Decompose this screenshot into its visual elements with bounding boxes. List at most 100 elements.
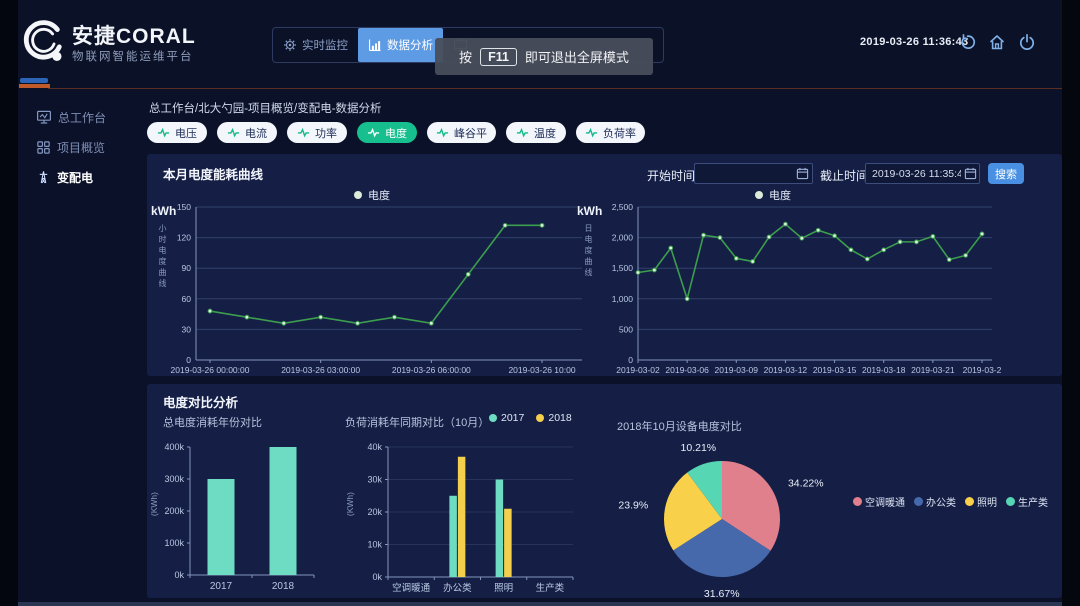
svg-text:40k: 40k: [367, 442, 382, 452]
load-yoy-title: 负荷消耗年同期对比（10月）: [345, 417, 490, 429]
legend-item[interactable]: 生产类: [1006, 494, 1048, 509]
svg-text:生产类: 生产类: [536, 582, 565, 594]
daily-energy-line-chart: 0 500 1,000 1,500 2,000 2,500 2019-03-02 2019-0…: [612, 202, 1002, 375]
svg-text:2019-03-26 00:00:00: 2019-03-26 00:00:00: [171, 365, 250, 375]
toast-text-before: 按: [459, 50, 473, 65]
series-dot-icon: [755, 191, 763, 199]
svg-text:0k: 0k: [372, 572, 382, 582]
calendar-icon[interactable]: [964, 167, 977, 180]
hourly-chart-unit: kWh: [151, 204, 177, 218]
nav-item-realtime-monitor[interactable]: 实时监控: [273, 28, 358, 62]
svg-text:2,500: 2,500: [612, 202, 634, 212]
svg-text:150: 150: [177, 202, 191, 212]
svg-text:120: 120: [177, 233, 191, 243]
energy-curves-panel: 本月电度能耗曲线 电度 kWh 小时电度曲线 0 30 60 90 120 150 2019…: [147, 154, 1062, 376]
coral-logo-icon: [20, 16, 66, 75]
header-datetime: 2019-03-26 11:36:43: [860, 36, 969, 48]
series-label: 电度: [368, 190, 390, 202]
legend-dot-icon: [536, 414, 545, 422]
back-icon[interactable]: [958, 33, 976, 51]
series-dot-icon: [354, 191, 362, 199]
pulse-icon: [297, 127, 310, 138]
tab-peak-valley[interactable]: 峰谷平: [427, 122, 496, 143]
legend-item[interactable]: 空调暖通: [853, 494, 905, 509]
hourly-chart-legend[interactable]: 电度: [354, 187, 390, 203]
sidebar-item-label: 总工作台: [58, 110, 107, 125]
svg-text:2019-03-09: 2019-03-09: [715, 365, 759, 375]
app-subtitle: 物联网智能运维平台: [72, 51, 194, 63]
pulse-icon: [516, 127, 529, 138]
svg-text:300k: 300k: [164, 474, 184, 484]
svg-text:10k: 10k: [367, 540, 382, 550]
legend-label: 空调暖通: [865, 498, 905, 509]
accent-bar-blue: [20, 78, 48, 83]
svg-text:100k: 100k: [164, 538, 184, 548]
tab-label: 电度: [385, 127, 407, 140]
load-yoy-grouped-bar-chart: 0k 10k 20k 30k 40k 空调暖通 办公类 照明 生产类: [367, 442, 574, 594]
legend-dot-icon: [1006, 497, 1015, 506]
svg-text:200k: 200k: [164, 506, 184, 516]
pulse-icon: [436, 127, 449, 138]
svg-text:2019-03-15: 2019-03-15: [813, 365, 857, 375]
svg-text:空调暖通: 空调暖通: [392, 582, 431, 594]
tab-label: 电压: [175, 127, 197, 140]
end-time-input[interactable]: [865, 163, 980, 184]
device-pie-title: 2018年10月设备电度对比: [617, 421, 742, 433]
search-button[interactable]: 搜索: [988, 163, 1024, 184]
category-tabs: 电压 电流 功率 电度 峰谷平 温度 负荷率: [147, 122, 645, 143]
toast-text-after: 即可退出全屏模式: [524, 50, 629, 65]
svg-text:2019-03-21: 2019-03-21: [911, 365, 955, 375]
legend-item[interactable]: 2017: [489, 412, 524, 424]
svg-text:2,000: 2,000: [612, 233, 634, 243]
app-window: 安捷CORAL 物联网智能运维平台 实时监控 数据分析 按 F11 即可退出全屏模…: [18, 0, 1062, 606]
svg-text:34.22%: 34.22%: [788, 477, 824, 489]
legend-item[interactable]: 办公类: [914, 494, 956, 509]
header-divider: [48, 88, 1062, 89]
nav-item-data-analysis[interactable]: 数据分析: [358, 28, 443, 62]
legend-label: 照明: [977, 498, 997, 509]
tab-power[interactable]: 功率: [287, 122, 347, 143]
legend-dot-icon: [914, 497, 923, 506]
end-time-label: 截止时间: [820, 169, 869, 183]
start-time-input[interactable]: [694, 163, 813, 184]
legend-item[interactable]: 2018: [536, 412, 572, 424]
legend-label: 2018: [548, 412, 572, 424]
tab-voltage[interactable]: 电压: [147, 122, 207, 143]
sidebar-item-workbench[interactable]: 总工作台: [18, 106, 147, 128]
tab-load-rate[interactable]: 负荷率: [576, 122, 645, 143]
tab-current[interactable]: 电流: [217, 122, 277, 143]
tab-label: 电流: [245, 127, 267, 140]
tab-label: 温度: [534, 127, 556, 140]
svg-text:2019-03-26 06:00:00: 2019-03-26 06:00:00: [392, 365, 471, 375]
sidebar-item-project-overview[interactable]: 项目概览: [18, 136, 147, 158]
daily-chart-axis-name: 日电度曲线: [584, 224, 593, 279]
nav-item-label: 数据分析: [387, 40, 433, 52]
header: 安捷CORAL 物联网智能运维平台 实时监控 数据分析 按 F11 即可退出全屏模…: [18, 0, 1062, 90]
svg-text:2019-03-2: 2019-03-2: [963, 365, 1002, 375]
legend-item[interactable]: 照明: [965, 494, 997, 509]
svg-text:2019-03-06: 2019-03-06: [665, 365, 709, 375]
power-icon[interactable]: [1018, 33, 1036, 51]
daily-chart-legend[interactable]: 电度: [755, 187, 791, 203]
yearly-bar-title: 总电度消耗年份对比: [163, 417, 262, 429]
grid-icon: [36, 140, 51, 155]
svg-text:2018: 2018: [272, 581, 295, 592]
sidebar: 总工作台项目概览变配电: [18, 90, 147, 606]
device-pie-legend: 空调暖通 办公类 照明 生产类: [853, 494, 1048, 509]
svg-text:1,000: 1,000: [612, 294, 634, 304]
home-icon[interactable]: [988, 33, 1006, 51]
tab-label: 功率: [315, 127, 337, 140]
svg-text:500: 500: [619, 324, 633, 334]
start-time-label: 开始时间: [647, 169, 696, 183]
svg-text:2019-03-18: 2019-03-18: [862, 365, 906, 375]
calendar-icon[interactable]: [796, 167, 809, 180]
pulse-icon: [585, 127, 598, 138]
fullscreen-toast: 按 F11 即可退出全屏模式: [435, 38, 653, 75]
yearly-total-bar-chart: 0k 100k 200k 300k 400k 2017 2018: [164, 442, 315, 592]
tab-label: 峰谷平: [454, 127, 487, 140]
tab-temperature[interactable]: 温度: [506, 122, 566, 143]
tab-energy[interactable]: 电度: [357, 122, 417, 143]
series-label: 电度: [769, 190, 791, 202]
sidebar-item-power-distribution[interactable]: 变配电: [18, 166, 147, 188]
svg-text:20k: 20k: [367, 507, 382, 517]
